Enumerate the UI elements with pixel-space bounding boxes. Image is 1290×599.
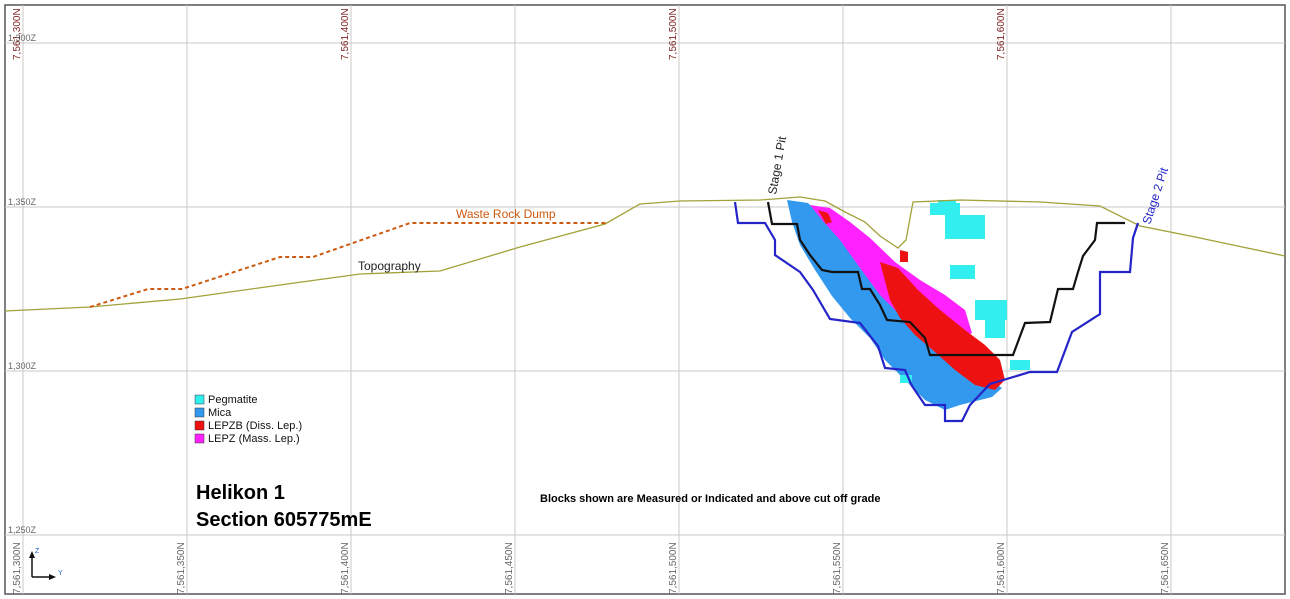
bottom-tick-label: 7,561,350N xyxy=(176,542,187,594)
legend: Pegmatite Mica LEPZB (Diss. Lep.) LEPZ (… xyxy=(194,394,302,445)
legend-swatch-pegmatite xyxy=(194,394,205,405)
bottom-tick-label: 7,561,500N xyxy=(668,542,679,594)
legend-label-lepz: LEPZ (Mass. Lep.) xyxy=(208,433,300,445)
legend-swatch-mica xyxy=(194,407,205,418)
stage1-pit-label: Stage 1 Pit xyxy=(765,135,789,196)
elevation-tick-label: 1,300Z xyxy=(8,361,37,371)
top-tick-label: 7,561,300N xyxy=(12,8,23,60)
lepzb-block xyxy=(900,250,908,262)
legend-label-pegmatite: Pegmatite xyxy=(208,394,258,406)
y-axis-label: Y xyxy=(58,570,63,577)
waste-rock-dump-line xyxy=(89,222,607,308)
pegmatite-block xyxy=(975,300,1007,320)
block-model xyxy=(787,200,1030,410)
top-tick-label: 7,561,600N xyxy=(996,8,1007,60)
section-title-line2: Section 605775mE xyxy=(196,509,372,531)
topography-label: Topography xyxy=(358,259,421,273)
legend-label-lepzb: LEPZB (Diss. Lep.) xyxy=(208,420,302,432)
top-tick-label: 7,561,500N xyxy=(668,8,679,60)
elevation-ticks: 1,300Z 1,350Z 1,300Z 1,250Z xyxy=(8,33,37,535)
pegmatite-block xyxy=(900,375,912,383)
elevation-tick-label: 1,350Z xyxy=(8,197,37,207)
z-arrow-head xyxy=(29,551,35,558)
bottom-tick-label: 7,561,600N xyxy=(996,542,1007,594)
y-arrow-head xyxy=(49,574,56,580)
pegmatite-block xyxy=(938,200,956,205)
elevation-tick-label: 1,250Z xyxy=(8,525,37,535)
topography-line xyxy=(4,196,1286,312)
bottom-tick-label: 7,561,400N xyxy=(340,542,351,594)
bottom-tick-label: 7,561,650N xyxy=(1160,542,1171,594)
bottom-northing-ticks: 7,561,300N 7,561,350N 7,561,400N 7,561,4… xyxy=(12,542,1171,594)
pegmatite-block xyxy=(1010,360,1030,370)
stage2-pit-label: Stage 2 Pit xyxy=(1140,165,1172,226)
grid xyxy=(5,5,1285,594)
legend-label-mica: Mica xyxy=(208,407,232,419)
axis-orientation-icon: Z Y xyxy=(29,548,63,580)
pegmatite-block xyxy=(930,203,960,215)
top-northing-ticks: 7,561,300N 7,561,400N 7,561,500N 7,561,6… xyxy=(12,8,1007,60)
pegmatite-block xyxy=(945,215,985,239)
stage2-pit-outline xyxy=(733,201,1140,423)
section-title-line1: Helikon 1 xyxy=(196,482,285,504)
block-note: Blocks shown are Measured or Indicated a… xyxy=(540,493,880,505)
legend-swatch-lepz xyxy=(194,433,205,444)
bottom-tick-label: 7,561,550N xyxy=(832,542,843,594)
pegmatite-block xyxy=(950,265,975,279)
pegmatite-block xyxy=(985,320,1005,338)
stage1-pit-outline xyxy=(766,201,1125,357)
top-tick-label: 7,561,400N xyxy=(340,8,351,60)
waste-rock-dump-label: Waste Rock Dump xyxy=(456,207,556,221)
legend-swatch-lepzb xyxy=(194,420,205,431)
lepzb-block xyxy=(880,262,1005,390)
bottom-tick-label: 7,561,300N xyxy=(12,542,23,594)
bottom-tick-label: 7,561,450N xyxy=(504,542,515,594)
lepzb-block xyxy=(818,210,832,224)
z-axis-label: Z xyxy=(35,548,40,555)
view-frame xyxy=(4,4,1286,595)
elevation-tick-label: 1,300Z xyxy=(8,33,37,43)
